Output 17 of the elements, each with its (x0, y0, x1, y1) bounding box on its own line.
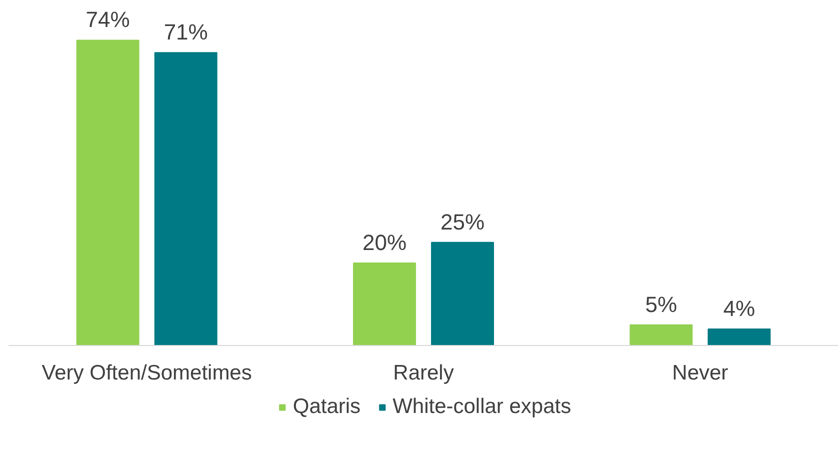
bar (76, 40, 140, 346)
bar (630, 324, 693, 346)
data-label: 20% (362, 230, 407, 255)
legend-label: White-collar expats (392, 395, 572, 419)
bar (431, 242, 494, 346)
data-label: 71% (164, 20, 208, 45)
bar (154, 52, 218, 346)
x-tick-label: Very Often/Sometimes (42, 362, 252, 384)
x-tick-label: Never (672, 362, 728, 384)
bar (353, 262, 416, 346)
x-tick-label: Rarely (393, 362, 454, 384)
bar (708, 328, 771, 346)
data-label: 5% (645, 292, 678, 317)
data-label: 4% (723, 296, 756, 321)
data-label: 25% (440, 209, 485, 234)
legend-label: Qataris (292, 395, 361, 419)
data-label: 74% (86, 7, 130, 32)
